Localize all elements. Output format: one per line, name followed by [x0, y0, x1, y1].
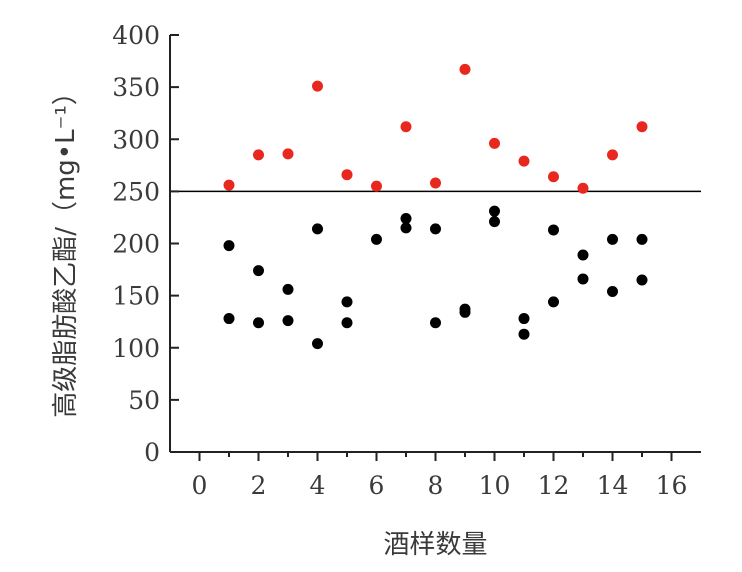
y-tick-label: 350 [112, 73, 160, 102]
data-point [548, 171, 559, 183]
y-tick-label: 300 [112, 125, 160, 154]
data-point [400, 212, 412, 224]
y-axis-ticks: 0 50 100 150 200 250 300 350 400 [112, 21, 179, 467]
data-point [636, 274, 648, 286]
data-point [459, 63, 471, 75]
x-tick-label: 12 [538, 471, 570, 500]
data-point [341, 317, 353, 329]
data-points [223, 63, 648, 350]
x-tick-label: 8 [428, 471, 444, 500]
data-point [577, 182, 589, 194]
data-point [312, 338, 323, 350]
data-point [607, 233, 618, 245]
data-point [223, 179, 235, 191]
data-point [253, 265, 264, 277]
data-point [489, 137, 500, 149]
data-point [341, 169, 353, 181]
data-point [607, 285, 618, 297]
data-point [282, 315, 294, 327]
x-tick-label: 2 [251, 471, 267, 500]
data-point [548, 224, 559, 236]
x-tick-label: 4 [310, 471, 326, 500]
data-point [223, 240, 235, 252]
y-tick-label: 150 [112, 282, 160, 311]
y-tick-label: 100 [112, 334, 160, 363]
data-point [459, 306, 471, 318]
x-axis-title: 酒样数量 [383, 530, 487, 560]
x-tick-label: 6 [369, 471, 385, 500]
y-tick-label: 400 [112, 21, 160, 50]
data-point [489, 216, 500, 228]
data-point [430, 317, 441, 329]
plot-area [169, 35, 701, 453]
data-point [636, 233, 648, 245]
data-point [518, 155, 530, 167]
data-point [253, 317, 264, 329]
x-tick-label: 16 [656, 471, 688, 500]
data-point [518, 313, 530, 325]
x-tick-label: 14 [597, 471, 629, 500]
data-point [400, 222, 412, 234]
data-point [548, 296, 559, 308]
data-point [636, 121, 648, 133]
data-point [607, 149, 618, 161]
data-point [341, 296, 353, 308]
y-axis-title: 高级脂肪酸乙酯/（mg•L⁻¹） [51, 79, 81, 418]
x-tick-label: 0 [192, 471, 208, 500]
data-point [312, 223, 323, 235]
data-point [371, 180, 382, 192]
data-point [489, 205, 500, 217]
data-point [312, 80, 323, 92]
data-point [430, 223, 441, 235]
x-tick-label: 10 [479, 471, 511, 500]
data-point [577, 249, 589, 261]
data-point [518, 328, 530, 340]
data-point [282, 283, 294, 295]
data-point [371, 233, 382, 245]
y-tick-label: 0 [144, 438, 160, 467]
data-point [253, 149, 264, 161]
x-axis-ticks: 0 2 4 6 8 10 12 14 16 [192, 452, 688, 500]
data-point [223, 313, 235, 325]
data-point [400, 121, 412, 133]
y-tick-label: 200 [112, 230, 160, 259]
data-point [282, 148, 294, 160]
y-tick-label: 250 [112, 177, 160, 206]
y-tick-label: 50 [128, 386, 160, 415]
data-point [577, 273, 589, 285]
data-point [430, 177, 441, 189]
